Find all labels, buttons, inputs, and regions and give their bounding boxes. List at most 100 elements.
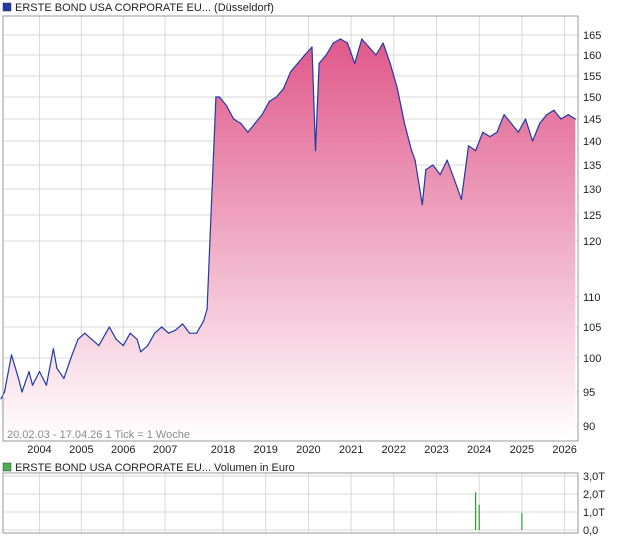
price-point [354,62,356,64]
price-point [311,46,313,48]
price-point [382,42,384,44]
legend-label-price: ERSTE BOND USA CORPORATE EU... (Düsseldo… [15,2,274,14]
volume-plot-frame [2,472,579,534]
price-point [77,338,79,340]
price-point [129,332,131,334]
price-point [122,345,124,347]
y-tick-label: 100 [583,353,601,365]
price-point [375,54,377,56]
price-point [45,384,48,386]
price-point [240,122,242,124]
price-point [425,169,427,171]
y-tick-labels: 90 95 100 105 110 120 125 130 135 140 145 150 155 160… [583,30,601,433]
price-point [105,332,107,334]
price-point [28,371,30,373]
x-tick-label: 2019 [253,444,277,456]
price-point [368,46,370,48]
price-point [206,308,208,310]
price-point [182,323,184,325]
y-tick-label: 90 [583,421,595,433]
price-point [154,332,156,334]
volume-bar [521,512,523,530]
price-point [168,332,170,334]
price-point [503,114,505,116]
price-point [314,150,317,152]
price-point [0,398,2,400]
x-tick-label: 2020 [296,444,320,456]
price-point [261,114,263,116]
price-point [282,88,285,90]
x-tick-labels: 2004 2005 2006 2007 2018 2019 2020 2021 2022 2023… [27,444,577,456]
y-tick-label: 165 [583,30,601,42]
price-point [496,131,498,133]
x-tick-label: 2022 [382,444,406,456]
price-point [411,150,413,152]
price-point [560,118,562,120]
price-point [439,174,441,176]
price-point [290,71,292,73]
price-point [467,145,470,147]
price-point [115,338,117,340]
price-point [460,198,462,200]
price-point [325,54,327,56]
price-point [567,114,569,116]
price-point [56,367,58,369]
price-point [510,122,512,124]
y-tick-label: 150 [583,92,601,104]
volume-y-tick-label: 0,0 [583,525,598,537]
price-point [70,357,72,359]
price-point [63,377,65,379]
price-point [539,122,541,124]
x-tick-label: 2024 [467,444,491,456]
volume-y-tick-labels: 0,0 1,0T 2,0T 3,0T [583,471,605,537]
volume-grid [3,473,578,533]
price-point [414,159,416,161]
price-point [196,332,198,334]
price-point [161,326,163,328]
price-point [396,88,398,90]
price-point [389,62,391,64]
price-point [254,122,256,124]
legend-swatch-price [2,2,12,12]
y-tick-label: 120 [583,236,601,248]
price-point [517,131,519,133]
volume-bar [478,504,480,530]
price-point [489,136,491,138]
price-point [297,62,299,64]
x-tick-label: 2021 [339,444,363,456]
y-tick-label: 125 [583,210,601,222]
price-line [0,38,576,400]
price-point [136,338,138,340]
price-point [532,140,534,142]
price-point [346,42,349,44]
price-point [10,354,13,356]
price-point [84,332,86,334]
y-tick-label: 140 [583,136,601,148]
y-tick-label: 130 [583,184,601,196]
legend-swatch-volume [2,462,12,472]
y-tick-label: 110 [583,292,601,304]
price-point [339,38,341,40]
price-point [304,54,306,56]
price-point [226,105,228,107]
price-point [432,164,434,166]
volume-y-tick-label: 1,0T [583,507,605,519]
price-point [247,131,249,133]
y-tick-label: 135 [583,160,601,172]
y-tick-label: 105 [583,322,601,334]
y-tick-label: 95 [583,387,595,399]
price-point [574,118,576,120]
x-tick-label: 2005 [69,444,93,456]
price-area [1,39,576,441]
price-point [203,320,205,322]
price-point [218,96,220,98]
y-tick-label: 160 [583,50,601,62]
y-tick-label: 155 [583,71,601,83]
x-tick-label: 2006 [111,444,135,456]
x-tick-label: 2023 [424,444,448,456]
price-point [475,150,477,152]
price-point [446,159,448,161]
price-point [361,38,363,40]
